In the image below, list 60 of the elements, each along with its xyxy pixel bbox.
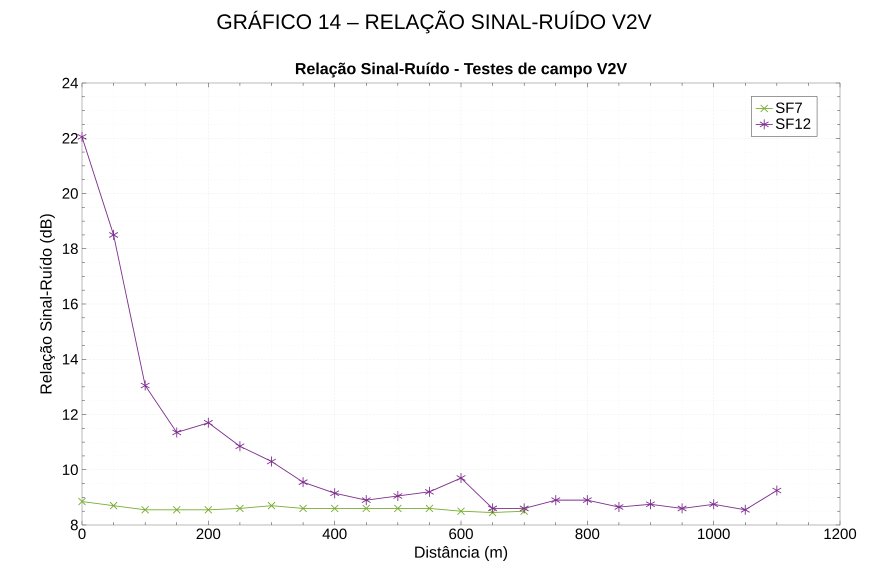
point: [519, 502, 529, 514]
point: [140, 380, 150, 391]
point: [361, 494, 372, 506]
y-tick-label: 18: [62, 243, 78, 254]
y-tick-label: 20: [62, 188, 78, 199]
point: [108, 229, 118, 240]
y-tick-label: 24: [62, 78, 78, 88]
point: [677, 502, 687, 514]
point: [582, 494, 592, 506]
x-axis-title: Distância (m): [415, 546, 508, 561]
point: [268, 502, 276, 510]
point: [550, 494, 561, 506]
point: [330, 504, 339, 512]
point: [236, 504, 244, 512]
point: [266, 456, 276, 467]
point: [708, 498, 718, 510]
x-tick-label: 1000: [698, 528, 730, 540]
x-tick-label: 1200: [824, 528, 856, 540]
point: [393, 490, 403, 502]
point: [488, 502, 498, 514]
legend-label: SF7: [776, 102, 802, 114]
y-tick-label: 14: [62, 354, 78, 364]
point: [77, 131, 87, 142]
point: [646, 498, 656, 510]
point: [424, 486, 434, 498]
x-tick-label: 0: [78, 528, 86, 540]
point: [110, 502, 118, 510]
x-tick-label: 200: [196, 528, 220, 540]
point: [204, 417, 214, 428]
point: [330, 488, 340, 499]
x-tick-label: 800: [575, 528, 600, 540]
point: [299, 504, 308, 512]
y-tick-label: 22: [62, 133, 78, 144]
chart-title: GRÁFICO 14 – RELAÇÃO SINAL-RUÍDO V2V: [217, 10, 652, 34]
point: [772, 485, 782, 496]
point: [204, 506, 212, 514]
point: [172, 427, 182, 438]
point: [457, 507, 465, 516]
point: [78, 498, 86, 506]
point: [425, 504, 434, 512]
point: [141, 506, 150, 514]
y-tick-label: 16: [62, 298, 78, 310]
point: [520, 507, 528, 516]
point: [362, 504, 370, 512]
point: [298, 476, 308, 488]
y-tick-label: 8: [70, 520, 78, 530]
point: [394, 504, 402, 512]
x-tick-label: 400: [322, 528, 347, 540]
y-tick-label: 12: [62, 409, 78, 420]
point: [614, 502, 624, 512]
point: [740, 504, 750, 516]
y-tick-label: 10: [62, 464, 78, 476]
point: [172, 506, 181, 514]
point: [456, 472, 466, 484]
legend-label: SF12: [776, 118, 810, 130]
x-tick-label: 600: [449, 528, 473, 540]
point: [488, 508, 497, 517]
chart-subtitle: Relação Sinal-Ruído - Testes de campo V2V: [296, 62, 627, 78]
y-axis-title: Relação Sinal-Ruído (dB): [40, 214, 55, 394]
point: [235, 440, 245, 452]
